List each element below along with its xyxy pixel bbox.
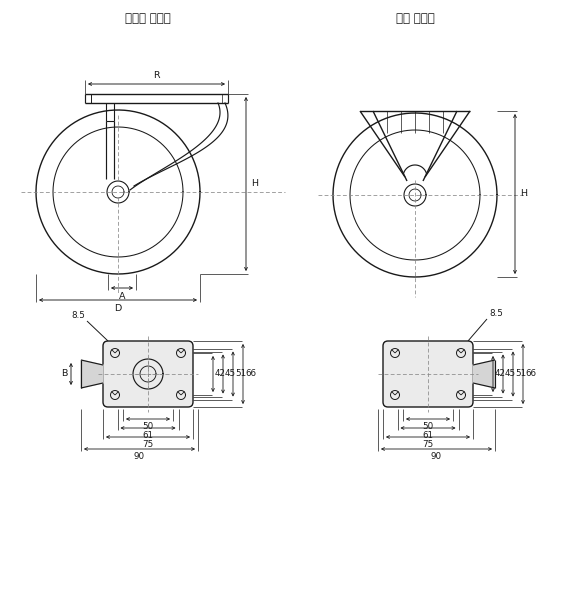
- Text: 61: 61: [423, 431, 434, 440]
- Text: 90: 90: [431, 452, 442, 461]
- Text: 75: 75: [143, 440, 154, 449]
- Text: 42: 42: [495, 370, 506, 379]
- Text: 75: 75: [423, 440, 434, 449]
- Text: 61: 61: [143, 431, 154, 440]
- Text: B: B: [61, 370, 67, 379]
- Text: 50: 50: [423, 422, 434, 431]
- Text: 51: 51: [235, 370, 246, 379]
- FancyBboxPatch shape: [103, 341, 193, 407]
- Text: 45: 45: [225, 370, 236, 379]
- Text: 66: 66: [525, 370, 536, 379]
- Polygon shape: [81, 360, 103, 388]
- Text: 90: 90: [134, 452, 145, 461]
- FancyBboxPatch shape: [383, 341, 473, 407]
- Text: 고정 캐스터: 고정 캐스터: [396, 12, 434, 25]
- Text: 스위벨 캐스터: 스위벨 캐스터: [125, 12, 171, 25]
- Text: 50: 50: [143, 422, 154, 431]
- Text: 42: 42: [215, 370, 226, 379]
- Polygon shape: [473, 360, 495, 388]
- Text: A: A: [119, 292, 125, 301]
- Text: 8.5: 8.5: [489, 309, 503, 318]
- Text: H: H: [520, 189, 527, 198]
- Text: 8.5: 8.5: [71, 311, 85, 320]
- Text: D: D: [115, 304, 122, 313]
- Text: R: R: [153, 71, 160, 80]
- Text: H: H: [251, 180, 258, 189]
- Text: 51: 51: [515, 370, 526, 379]
- Text: 45: 45: [505, 370, 516, 379]
- Text: 66: 66: [245, 370, 256, 379]
